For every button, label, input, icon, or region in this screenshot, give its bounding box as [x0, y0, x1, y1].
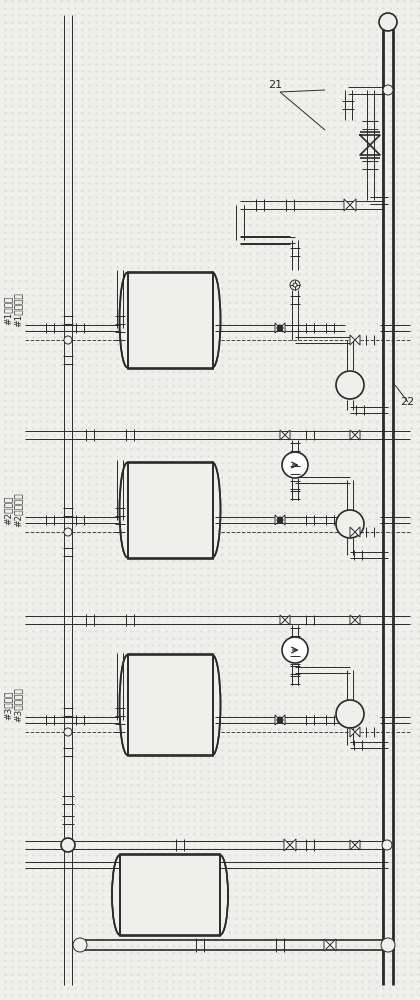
- Circle shape: [381, 938, 395, 952]
- Text: #2凝结水: #2凝结水: [3, 495, 13, 525]
- Polygon shape: [285, 615, 290, 625]
- Bar: [128, 655, 213, 755]
- Polygon shape: [350, 430, 355, 440]
- Bar: [128, 272, 213, 367]
- Polygon shape: [344, 199, 350, 211]
- Circle shape: [64, 336, 72, 344]
- Circle shape: [383, 85, 393, 95]
- Polygon shape: [280, 715, 285, 725]
- Ellipse shape: [112, 855, 128, 935]
- Bar: [120, 855, 220, 935]
- Bar: [128, 462, 213, 558]
- Bar: [128, 462, 213, 558]
- Ellipse shape: [212, 855, 228, 935]
- Polygon shape: [355, 335, 360, 345]
- Bar: [128, 655, 213, 755]
- Polygon shape: [280, 515, 285, 525]
- Circle shape: [277, 325, 283, 331]
- Text: #3精处进水: #3精处进水: [13, 688, 23, 722]
- Circle shape: [282, 637, 308, 663]
- Bar: [120, 854, 220, 936]
- Polygon shape: [275, 515, 280, 525]
- Text: #2精处进水: #2精处进水: [13, 493, 23, 527]
- Polygon shape: [355, 840, 360, 850]
- Polygon shape: [355, 615, 360, 625]
- Text: #1凝结水: #1凝结水: [3, 295, 13, 325]
- Circle shape: [64, 728, 72, 736]
- Circle shape: [282, 452, 308, 478]
- Text: #1精处进水: #1精处进水: [13, 293, 23, 327]
- Polygon shape: [350, 335, 355, 345]
- Circle shape: [382, 840, 392, 850]
- Circle shape: [64, 528, 72, 536]
- Polygon shape: [285, 430, 290, 440]
- Polygon shape: [350, 527, 355, 537]
- Ellipse shape: [120, 655, 136, 755]
- Circle shape: [61, 838, 75, 852]
- Ellipse shape: [205, 655, 220, 755]
- Bar: [128, 271, 213, 368]
- Polygon shape: [280, 615, 285, 625]
- Ellipse shape: [120, 462, 136, 558]
- Circle shape: [336, 510, 364, 538]
- Ellipse shape: [205, 462, 220, 558]
- Polygon shape: [280, 430, 285, 440]
- Bar: [128, 654, 213, 756]
- Ellipse shape: [205, 272, 220, 367]
- Polygon shape: [275, 323, 280, 333]
- Circle shape: [73, 938, 87, 952]
- Polygon shape: [330, 939, 336, 951]
- Polygon shape: [355, 527, 360, 537]
- Circle shape: [336, 371, 364, 399]
- Circle shape: [293, 283, 297, 287]
- Text: #3凝结水: #3凝结水: [3, 690, 13, 720]
- Polygon shape: [350, 840, 355, 850]
- Bar: [128, 272, 213, 367]
- Text: 22: 22: [400, 397, 414, 407]
- Polygon shape: [324, 939, 330, 951]
- Polygon shape: [290, 839, 296, 851]
- Circle shape: [336, 700, 364, 728]
- Polygon shape: [350, 615, 355, 625]
- Polygon shape: [350, 727, 355, 737]
- Bar: [128, 462, 213, 558]
- Circle shape: [277, 517, 283, 523]
- Polygon shape: [355, 430, 360, 440]
- Circle shape: [379, 13, 397, 31]
- Bar: [120, 855, 220, 935]
- Polygon shape: [275, 715, 280, 725]
- Text: 21: 21: [268, 80, 282, 90]
- Polygon shape: [350, 199, 356, 211]
- Circle shape: [277, 717, 283, 723]
- Polygon shape: [284, 839, 290, 851]
- Polygon shape: [280, 323, 285, 333]
- Ellipse shape: [120, 272, 136, 367]
- Polygon shape: [355, 727, 360, 737]
